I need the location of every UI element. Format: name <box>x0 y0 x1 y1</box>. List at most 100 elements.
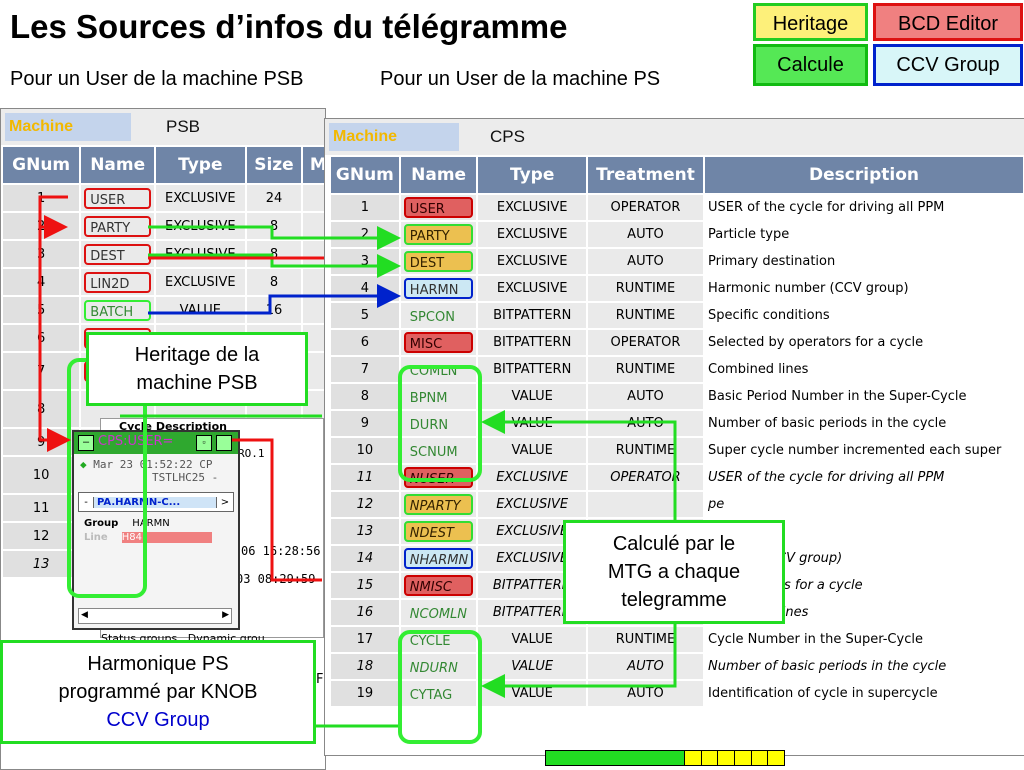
cps-name-chip: NHARMN <box>403 548 474 569</box>
line-value[interactable]: H84 <box>121 532 212 543</box>
psb-machine-value: PSB <box>166 117 201 136</box>
cps-table-row[interactable]: 5 SPCON BITPATTERN RUNTIME Specific conditio… <box>331 303 1023 328</box>
cps-name-chip: DURN <box>409 418 449 433</box>
cps-gnum-cell: 14 <box>331 546 399 571</box>
tab-collapse-icon[interactable]: - <box>79 496 94 508</box>
callout-harmonique-link[interactable]: CCV Group <box>106 709 210 731</box>
cps-table-row[interactable]: 7 COMLN BITPATTERN RUNTIME Combined lines <box>331 357 1023 382</box>
cps-gnum-cell: 18 <box>331 654 399 679</box>
cps-col-header[interactable]: Type <box>478 157 586 193</box>
cps-calcule-group-2 <box>398 630 482 744</box>
cps-type-cell: EXCLUSIVE <box>478 195 586 220</box>
cps-table-row[interactable]: 10 SCNUM VALUE RUNTIME Super cycle number in… <box>331 438 1023 463</box>
psb-mi-cell <box>303 185 325 211</box>
cps-name-cell: DURN <box>400 411 477 436</box>
cps-table-row[interactable]: 4 HARMN EXCLUSIVE RUNTIME Harmonic number (C… <box>331 276 1023 301</box>
bottom-strip <box>545 750 785 766</box>
cps-treatment-cell: AUTO <box>587 249 704 274</box>
cps-name-cell: NMISC <box>400 573 477 598</box>
cps-treatment-cell: AUTO <box>587 654 704 679</box>
tab-harmn[interactable]: PA.HARMN-C... <box>94 496 216 508</box>
cps-table-row[interactable]: 19 CYTAG VALUE AUTO Identification of cycle … <box>331 681 1023 706</box>
cps-description-cell: Cycle Number in the Super-Cycle <box>705 627 1023 652</box>
cps-name-cell: DEST <box>400 249 477 274</box>
cps-name-cell: BPNM <box>400 384 477 409</box>
cps-type-cell: EXCLUSIVE <box>478 249 586 274</box>
psb-name-cell: LIN2D <box>81 269 155 295</box>
cps-col-header[interactable]: Description <box>705 157 1023 193</box>
cps-name-cell: NHARMN <box>400 546 477 571</box>
cps-col-header[interactable]: Treatment <box>587 157 704 193</box>
cps-gnum-cell: 15 <box>331 573 399 598</box>
cps-name-chip: DEST <box>403 251 474 272</box>
popup-titlebar[interactable]: – CPS:USER= ▫ <box>74 432 238 454</box>
strip-cell <box>751 751 769 765</box>
cps-name-cell: MISC <box>400 330 477 355</box>
status-diamond-icon: ◆ <box>80 458 87 471</box>
popup-minimize-icon[interactable]: ▫ <box>196 435 212 451</box>
cps-name-chip: NDEST <box>403 521 474 542</box>
psb-col-header[interactable]: Size <box>246 147 302 183</box>
arrow-party <box>148 225 401 250</box>
strip-cell <box>735 751 752 765</box>
group-value: HARMN <box>132 518 170 529</box>
psb-col-header[interactable]: Name <box>81 147 155 183</box>
cps-col-header[interactable]: Name <box>400 157 477 193</box>
popup-maximize-icon[interactable] <box>216 435 232 451</box>
cps-table: GNum Name Type Treatment Description 1 USER EX… <box>329 155 1024 708</box>
cps-table-row[interactable]: 1 USER EXCLUSIVE OPERATOR USER of the cycle … <box>331 195 1023 220</box>
callout-heritage-line2: machine PSB <box>136 372 258 394</box>
cps-treatment-cell: OPERATOR <box>587 465 704 490</box>
psb-gnum-cell: 11 <box>3 495 80 521</box>
popup-menu-icon[interactable]: – <box>78 435 94 451</box>
cps-type-cell: EXCLUSIVE <box>478 492 586 517</box>
scroll-right-icon[interactable]: ▶ <box>222 609 229 619</box>
cps-gnum-cell: 7 <box>331 357 399 382</box>
cps-table-row[interactable]: 3 DEST EXCLUSIVE AUTO Primary destination <box>331 249 1023 274</box>
psb-mi-cell <box>303 325 325 351</box>
strip-cell <box>685 751 702 765</box>
psb-name-chip: USER <box>84 187 152 209</box>
ro-text: RO.1 <box>238 447 265 460</box>
psb-col-header[interactable]: GNum <box>3 147 80 183</box>
arrow-calcule-down <box>481 622 677 698</box>
cps-table-row[interactable]: 18 NDURN VALUE AUTO Number of basic periods … <box>331 654 1023 679</box>
cps-name-chip: USER <box>403 197 474 218</box>
popup-scrollbar[interactable]: ◀ ▶ <box>78 608 232 624</box>
cps-table-row[interactable]: 11 NUSER EXCLUSIVE OPERATOR USER of the cycl… <box>331 465 1023 490</box>
cps-treatment-cell: AUTO <box>587 222 704 247</box>
tab-next-icon[interactable]: > <box>216 496 233 508</box>
cps-type-cell: BITPATTERN <box>478 303 586 328</box>
cps-description-cell: Basic Period Number in the Super-Cycle <box>705 384 1023 409</box>
cps-description-cell: Primary destination <box>705 249 1023 274</box>
callout-heritage-line1: Heritage de la <box>134 344 260 366</box>
cps-name-cell: NDURN <box>400 654 477 679</box>
cps-table-row[interactable]: 6 MISC BITPATTERN OPERATOR Selected by opera… <box>331 330 1023 355</box>
legend-calcule: Calcule <box>753 44 868 86</box>
scroll-left-icon[interactable]: ◀ <box>81 609 88 619</box>
psb-col-header[interactable]: Type <box>156 147 245 183</box>
cps-machine-label: Machine <box>329 123 459 151</box>
cps-table-row[interactable]: 12 NPARTY EXCLUSIVE pe <box>331 492 1023 517</box>
callout-calcule-line3: telegramme <box>621 589 727 611</box>
psb-mi-cell <box>303 213 325 239</box>
cps-table-row[interactable]: 17 CYCLE VALUE RUNTIME Cycle Number in the S… <box>331 627 1023 652</box>
cps-name-chip: NMISC <box>403 575 474 596</box>
psb-table-row[interactable]: 4 LIN2D EXCLUSIVE 8 <box>3 269 325 295</box>
cps-table-row[interactable]: 2 PARTY EXCLUSIVE AUTO Particle type <box>331 222 1023 247</box>
cps-name-cell: NDEST <box>400 519 477 544</box>
cps-description-cell: Harmonic number (CCV group) <box>705 276 1023 301</box>
callout-heritage: Heritage de la machine PSB <box>86 332 308 406</box>
cps-type-cell: VALUE <box>478 438 586 463</box>
cps-type-cell: EXCLUSIVE <box>478 222 586 247</box>
cps-name-chip: NCOMLN <box>409 607 468 622</box>
cps-description-cell: Particle type <box>705 222 1023 247</box>
psb-col-header[interactable]: Mi <box>303 147 325 183</box>
psb-table-row[interactable]: 1 USER EXCLUSIVE 24 <box>3 185 325 211</box>
popup-date: Mar 23 01:52:22 <box>93 458 193 471</box>
popup-window[interactable]: – CPS:USER= ▫ ◆ Mar 23 01:52:22 CP TSTLH… <box>72 430 240 630</box>
cps-table-row[interactable]: 8 BPNM VALUE AUTO Basic Period Number in the… <box>331 384 1023 409</box>
callout-harmonique-line1: Harmonique PS <box>87 653 229 675</box>
subtitle-psb: Pour un User de la machine PSB <box>10 68 304 90</box>
cps-col-header[interactable]: GNum <box>331 157 399 193</box>
